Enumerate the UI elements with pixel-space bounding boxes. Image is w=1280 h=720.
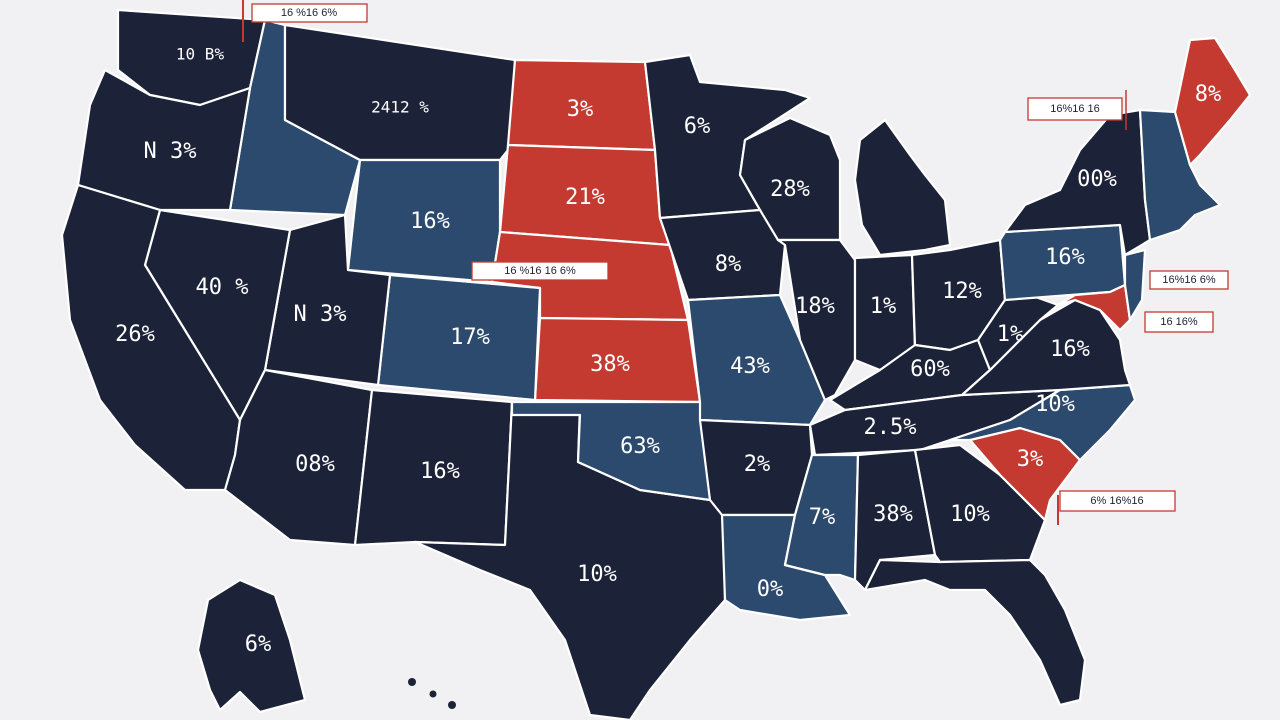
state-labels: 10 B% N 3% 2412 % 3% 21% 16% 38% 17% N 3% 40 % 26%… bbox=[115, 45, 1221, 658]
state-value-label: 00% bbox=[1077, 167, 1117, 192]
state-value-label: N 3% bbox=[144, 139, 197, 164]
state-missouri[interactable] bbox=[686, 293, 827, 427]
state-value-label: 16% bbox=[410, 209, 450, 234]
state-value-label: 26% bbox=[115, 322, 155, 347]
state-value-label: N 3% bbox=[294, 302, 347, 327]
state-value-label: 21% bbox=[565, 185, 605, 210]
state-maine[interactable] bbox=[1173, 36, 1252, 167]
state-value-label: 7% bbox=[809, 505, 836, 530]
callout-ne: 16%16 16 bbox=[1027, 90, 1127, 130]
state-michigan[interactable] bbox=[853, 118, 952, 257]
state-value-label: 0% bbox=[757, 577, 784, 602]
state-value-label: 8% bbox=[715, 252, 742, 277]
state-new-jersey[interactable] bbox=[1123, 248, 1147, 322]
callout-right2-text: 16 16% bbox=[1160, 316, 1198, 328]
state-value-label: 2.5% bbox=[864, 415, 917, 440]
state-value-label: 2412 % bbox=[371, 98, 429, 117]
state-georgia[interactable] bbox=[913, 443, 1047, 564]
state-value-label: 08% bbox=[295, 452, 335, 477]
state-value-label: 18% bbox=[795, 294, 835, 319]
callout-top: 16 %16 6% bbox=[242, 0, 368, 42]
state-iowa[interactable] bbox=[658, 208, 787, 302]
state-value-label: 38% bbox=[590, 352, 630, 377]
callout-mid: 16 %16 16 6% bbox=[471, 261, 609, 281]
callout-right1: 16%16 6% bbox=[1149, 270, 1229, 290]
state-value-label: 3% bbox=[567, 97, 594, 122]
state-value-label: 10 B% bbox=[176, 45, 225, 64]
callout-right1-text: 16%16 6% bbox=[1162, 274, 1215, 286]
state-value-label: 12% bbox=[942, 279, 982, 304]
state-north-carolina[interactable] bbox=[948, 383, 1137, 462]
state-value-label: 16% bbox=[1050, 337, 1090, 362]
state-value-label: 1% bbox=[870, 294, 897, 319]
state-value-label: 16% bbox=[1045, 245, 1085, 270]
hawaii-island bbox=[448, 701, 456, 709]
state-value-label: 8% bbox=[1195, 82, 1222, 107]
hawaii-island bbox=[429, 690, 437, 698]
state-value-label: 2% bbox=[744, 452, 771, 477]
state-value-label: 6% bbox=[684, 114, 711, 139]
state-value-label: 10% bbox=[950, 502, 990, 527]
state-value-label: 28% bbox=[770, 177, 810, 202]
state-florida[interactable] bbox=[863, 558, 1087, 707]
state-value-label: 60% bbox=[910, 357, 950, 382]
callout-se-text: 6% 16%16 bbox=[1090, 495, 1143, 507]
state-value-label: 1% bbox=[997, 322, 1024, 347]
hawaii-island bbox=[408, 678, 416, 686]
callout-top-text: 16 %16 6% bbox=[281, 7, 337, 19]
callout-right2: 16 16% bbox=[1144, 311, 1214, 333]
state-california[interactable] bbox=[60, 183, 242, 492]
callout-se: 6% 16%16 bbox=[1057, 490, 1176, 525]
state-value-label: 43% bbox=[730, 354, 770, 379]
state-value-label: 17% bbox=[450, 325, 490, 350]
state-value-label: 3% bbox=[1017, 447, 1044, 472]
state-value-label: 10% bbox=[1035, 392, 1075, 417]
state-oregon[interactable] bbox=[76, 68, 252, 212]
state-value-label: 63% bbox=[620, 434, 660, 459]
state-illinois[interactable] bbox=[776, 238, 857, 402]
state-alaska[interactable] bbox=[196, 578, 307, 714]
state-value-label: 38% bbox=[873, 502, 913, 527]
state-value-label: 40 % bbox=[196, 275, 249, 300]
callout-ne-text: 16%16 16 bbox=[1050, 103, 1100, 115]
state-value-label: 16% bbox=[420, 459, 460, 484]
callout-mid-text: 16 %16 16 6% bbox=[504, 265, 576, 277]
state-value-label: 6% bbox=[245, 632, 272, 657]
state-value-label: 10% bbox=[577, 562, 617, 587]
